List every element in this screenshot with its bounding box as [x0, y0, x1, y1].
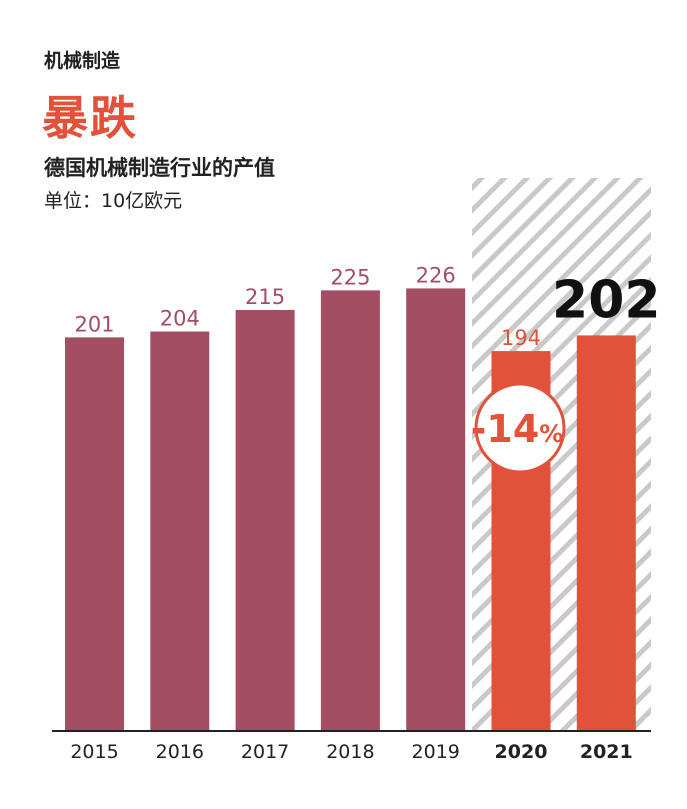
x-tick-2020: 2020: [495, 741, 548, 763]
bar-2016: [150, 331, 210, 731]
value-label-2015: 201: [74, 312, 114, 336]
chart-title: 德国机械制造行业的产值: [44, 156, 275, 180]
kicker: 机械制造: [44, 50, 121, 72]
x-tick-2019: 2019: [412, 741, 460, 763]
change-annotation-circle: [474, 382, 566, 474]
bar-2015: [65, 337, 124, 731]
value-label-2021: 202: [552, 270, 661, 330]
change-annotation-text: -14%: [471, 407, 564, 451]
headline: 暴跌: [42, 91, 138, 145]
x-tick-2015: 2015: [70, 741, 118, 763]
bar-2019: [406, 288, 466, 731]
x-tick-2021: 2021: [580, 741, 633, 763]
x-tick-2017: 2017: [241, 741, 289, 763]
unit-label: 单位：10亿欧元: [44, 190, 183, 212]
value-label-2016: 204: [160, 307, 200, 331]
x-tick-2016: 2016: [156, 741, 204, 763]
value-label-2019: 226: [416, 263, 456, 287]
bar-2017: [235, 309, 295, 731]
bar-2021: [576, 335, 636, 731]
bar-2018: [320, 290, 380, 731]
value-label-2020: 194: [501, 326, 541, 350]
value-label-2017: 215: [245, 285, 285, 309]
value-label-2018: 225: [330, 265, 370, 289]
x-tick-2018: 2018: [326, 741, 374, 763]
